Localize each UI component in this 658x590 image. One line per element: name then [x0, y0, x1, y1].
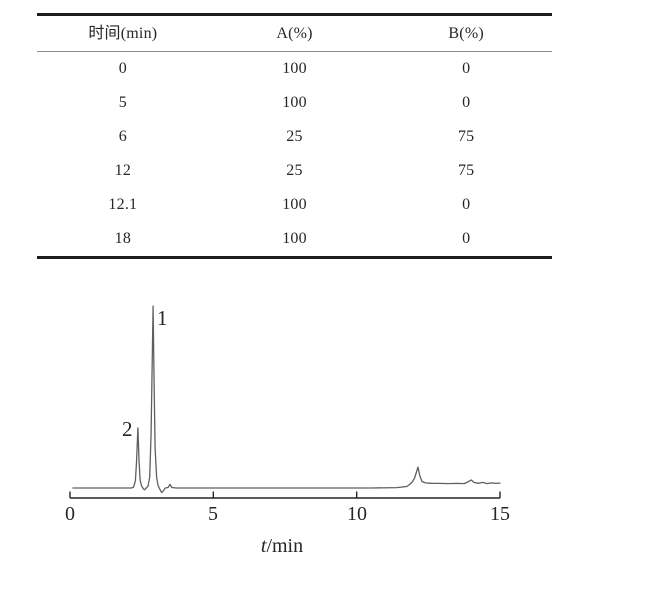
gradient-table-grid: 时间(min) A(%) B(%) 0 100 0 5 100 0 6 25 7… [37, 16, 552, 256]
x-axis-label: t/min [261, 535, 303, 557]
table-cell-b: 75 [457, 128, 475, 145]
table-cell-a: 100 [282, 60, 307, 77]
x-tick-label-15: 15 [490, 503, 510, 525]
table-cell-b: 75 [457, 162, 475, 179]
peak-label-1: 1 [157, 306, 168, 330]
table-cell-a: 25 [286, 162, 303, 179]
x-tick-label-0: 0 [65, 503, 75, 525]
table-cell-a: 100 [282, 94, 307, 111]
table-cell-a: 25 [286, 128, 303, 145]
x-axis-label-unit: /min [266, 535, 303, 557]
table-cell-time: 12.1 [108, 196, 138, 213]
table-cell-a: 100 [282, 196, 307, 213]
peak-label-2: 2 [122, 417, 133, 441]
x-tick-label-5: 5 [208, 503, 218, 525]
chromatogram-trace [72, 305, 501, 494]
table-cell-b: 0 [462, 230, 471, 247]
x-axis-ticks [69, 491, 501, 498]
table-header-time: 时间(min) [37, 16, 209, 52]
table-cell-time: 6 [118, 128, 127, 145]
x-axis-label-t: t [261, 535, 267, 557]
x-tick-label-10: 10 [347, 503, 367, 525]
table-cell-time: 5 [118, 94, 127, 111]
table-header-b: B(%) [380, 16, 552, 52]
table-cell-b: 0 [462, 60, 471, 77]
table-cell-b: 0 [462, 94, 471, 111]
table-cell-time: 18 [114, 230, 132, 247]
table-cell-time: 12 [114, 162, 132, 179]
table-cell-time: 0 [118, 60, 127, 77]
table-cell-a: 100 [282, 230, 307, 247]
table-header-a: A(%) [208, 16, 381, 52]
gradient-table: 时间(min) A(%) B(%) 0 100 0 5 100 0 6 25 7… [37, 13, 552, 259]
table-cell-b: 0 [462, 196, 471, 213]
